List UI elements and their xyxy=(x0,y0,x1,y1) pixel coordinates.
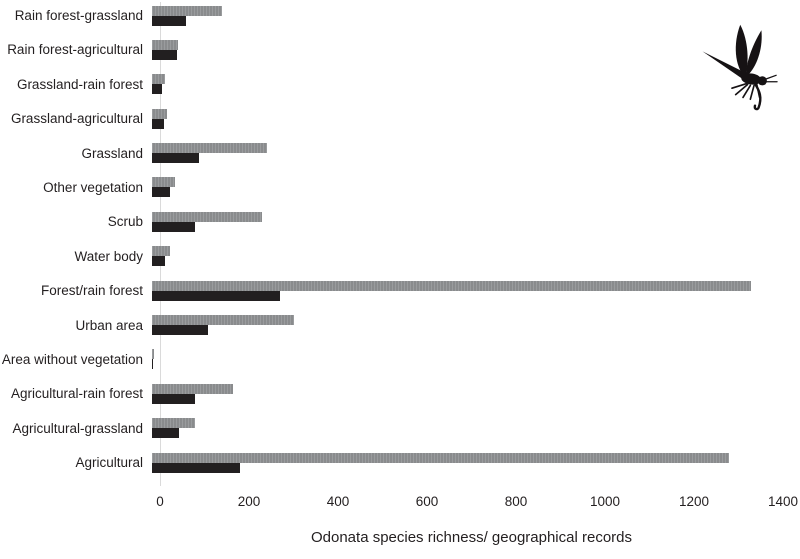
category-row: Rain forest-grassland xyxy=(0,4,783,38)
species-richness-bar xyxy=(152,153,200,164)
species-richness-bar xyxy=(152,393,195,404)
category-label: Grassland-rain forest xyxy=(16,76,143,92)
species-richness-bar xyxy=(152,325,209,336)
category-label: Rain forest-agricultural xyxy=(7,42,143,58)
species-richness-bar xyxy=(152,49,177,60)
bar-group xyxy=(152,382,783,404)
x-tick-label: 1000 xyxy=(589,494,621,509)
category-label: Other vegetation xyxy=(43,179,143,195)
y-axis-line xyxy=(160,2,161,486)
geographical-records-bar xyxy=(152,349,154,360)
species-richness-bar xyxy=(152,221,195,232)
x-tick-label: 400 xyxy=(326,494,350,509)
category-label: Grassland xyxy=(81,145,143,161)
bar-group xyxy=(152,348,783,370)
bar-group xyxy=(152,176,783,198)
bar-group xyxy=(152,451,783,473)
category-row: Other vegetation xyxy=(0,176,783,210)
species-richness-bar xyxy=(152,462,240,473)
bar-group xyxy=(152,279,783,301)
bar-group xyxy=(152,417,783,439)
geographical-records-bar xyxy=(152,108,168,119)
category-row: Forest/rain forest xyxy=(0,279,783,313)
category-label: Area without vegetation xyxy=(1,351,143,367)
bar-group xyxy=(152,245,783,267)
category-row: Agricultural-rain forest xyxy=(0,382,783,416)
category-label: Agricultural-grassland xyxy=(12,420,143,436)
bar-group xyxy=(152,38,783,60)
x-tick-label: 1400 xyxy=(767,494,799,509)
bar-group xyxy=(152,314,783,336)
category-label: Agricultural-rain forest xyxy=(10,386,143,402)
category-row: Area without vegetation xyxy=(0,348,783,382)
chart-plot-area: Rain forest-grassland Rain forest-agricu… xyxy=(0,4,783,485)
geographical-records-bar xyxy=(152,177,175,188)
x-tick-label: 0 xyxy=(156,494,164,509)
species-richness-bar xyxy=(152,187,171,198)
geographical-records-bar xyxy=(152,418,195,429)
species-richness-bar xyxy=(152,118,165,129)
bar-group xyxy=(152,107,783,129)
category-label: Grassland-agricultural xyxy=(10,111,143,127)
geographical-records-bar xyxy=(152,74,165,85)
species-richness-bar xyxy=(152,428,180,439)
category-row: Grassland xyxy=(0,142,783,176)
category-row: Scrub xyxy=(0,210,783,244)
geographical-records-bar xyxy=(152,315,294,326)
geographical-records-bar xyxy=(152,383,234,394)
bar-group xyxy=(152,73,783,95)
x-tick-label: 800 xyxy=(504,494,528,509)
geographical-records-bar xyxy=(152,246,171,257)
geographical-records-bar xyxy=(152,39,179,50)
category-label: Scrub xyxy=(107,214,143,230)
category-row: Rain forest-agricultural xyxy=(0,38,783,72)
x-axis-title: Odonata species richness/ geographical r… xyxy=(310,529,632,546)
category-label: Water body xyxy=(74,248,143,264)
category-label: Forest/rain forest xyxy=(40,283,143,299)
x-tick-label: 200 xyxy=(237,494,261,509)
category-row: Agricultural xyxy=(0,451,783,485)
geographical-records-bar xyxy=(152,280,752,291)
x-tick-label: 1200 xyxy=(678,494,710,509)
geographical-records-bar xyxy=(152,452,729,463)
geographical-records-bar xyxy=(152,5,222,16)
category-label: Rain forest-grassland xyxy=(14,8,143,23)
species-richness-bar xyxy=(152,15,186,26)
geographical-records-bar xyxy=(152,211,263,222)
category-label: Agricultural xyxy=(75,455,143,471)
bar-group xyxy=(152,142,783,164)
dragonfly-icon xyxy=(702,24,778,111)
species-richness-bar xyxy=(152,359,153,370)
category-row: Grassland-rain forest xyxy=(0,73,783,107)
x-tick-label: 600 xyxy=(415,494,439,509)
geographical-records-bar xyxy=(152,143,267,154)
bar-group xyxy=(152,4,783,26)
species-richness-bar xyxy=(152,84,163,95)
species-richness-bar xyxy=(152,256,165,267)
x-axis: 0 200 400 600 800 1000 1200 1400 xyxy=(156,494,798,512)
category-row: Urban area xyxy=(0,314,783,348)
category-row: Water body xyxy=(0,245,783,279)
category-label: Urban area xyxy=(75,317,143,333)
category-row: Agricultural-grassland xyxy=(0,417,783,451)
category-row: Grassland-agricultural xyxy=(0,107,783,141)
species-richness-bar xyxy=(152,290,281,301)
bar-group xyxy=(152,210,783,232)
